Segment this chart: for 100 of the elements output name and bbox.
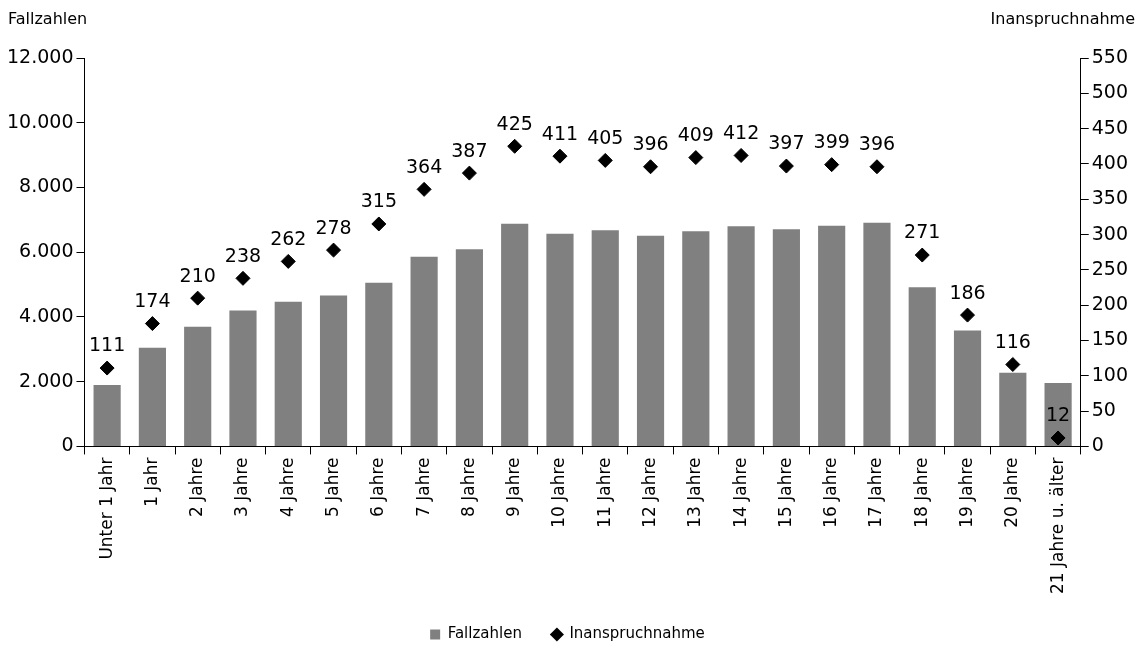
x-tick-label: 7 Jahre [412, 457, 433, 517]
point [778, 158, 794, 174]
data-label: 412 [722, 120, 760, 143]
data-label: 396 [632, 132, 669, 155]
y2-tick-label: 100 [1091, 362, 1128, 385]
x-tick-label: 14 Jahre [729, 457, 750, 528]
data-label: 387 [451, 138, 488, 161]
data-label: 405 [587, 125, 624, 148]
x-tick-label: 13 Jahre [684, 457, 705, 528]
point [914, 247, 930, 263]
point [371, 216, 387, 232]
bar [93, 384, 121, 446]
data-label: 397 [768, 131, 805, 154]
bar [274, 301, 302, 446]
point [507, 138, 523, 154]
y2-tick-label: 500 [1091, 80, 1128, 103]
data-label: 262 [270, 226, 307, 249]
y-tick-label: 6.000 [19, 239, 74, 262]
x-tick-label: 16 Jahre [820, 457, 841, 528]
point [99, 360, 115, 376]
point [326, 242, 342, 258]
bar [908, 287, 936, 446]
legend-label: Fallzahlen [447, 624, 522, 643]
bar [999, 372, 1027, 446]
x-tick-label: 10 Jahre [548, 457, 569, 528]
x-tick-label: 5 Jahre [321, 457, 342, 517]
bar [138, 347, 166, 446]
data-label: 186 [949, 280, 986, 303]
bar [727, 226, 755, 446]
x-tick-label: Unter 1 Jahr [95, 457, 116, 560]
y2-tick-label: 400 [1091, 150, 1128, 173]
point [416, 181, 432, 197]
y2-axis-title: Inanspruchnahme [990, 9, 1135, 29]
bar [365, 282, 393, 446]
bar [501, 223, 529, 446]
point [1005, 357, 1021, 373]
point [280, 253, 296, 269]
y-tick-label: 8.000 [19, 174, 74, 197]
point [552, 148, 568, 164]
data-label: 238 [224, 243, 262, 266]
x-tick-label: 8 Jahre [457, 457, 478, 517]
bar [546, 233, 574, 446]
x-tick-label: 6 Jahre [367, 457, 388, 517]
bar [591, 230, 619, 446]
x-tick-label: 3 Jahre [231, 457, 252, 517]
point [1050, 430, 1066, 446]
bar [410, 256, 438, 446]
x-tick-label: 21 Jahre u. älter [1046, 457, 1067, 595]
point [688, 150, 704, 166]
x-tick-label: 2 Jahre [186, 457, 207, 517]
x-tick-label: 19 Jahre [955, 457, 976, 528]
data-label: 174 [134, 288, 171, 311]
data-label: 315 [360, 189, 397, 212]
x-tick-label: 20 Jahre [1001, 457, 1022, 528]
y-tick-label: 0 [61, 433, 74, 456]
y-tick-label: 12.000 [7, 44, 74, 67]
y2-tick-label: 250 [1091, 256, 1128, 279]
x-tick-label: 9 Jahre [503, 457, 524, 517]
point [235, 270, 251, 286]
data-label: 364 [405, 154, 443, 177]
y-tick-label: 2.000 [19, 368, 74, 391]
y2-tick-label: 550 [1091, 44, 1128, 67]
y2-tick-label: 50 [1091, 398, 1116, 421]
data-label: 210 [179, 263, 216, 286]
data-label: 425 [496, 111, 533, 134]
data-label: 396 [858, 132, 896, 155]
bar [818, 225, 846, 446]
legend-label: Inanspruchnahme [569, 624, 705, 643]
y-tick-label: 10.000 [7, 109, 74, 132]
point [733, 147, 749, 163]
point [190, 290, 206, 306]
bar [319, 295, 348, 446]
point [597, 152, 613, 168]
bar [229, 310, 257, 446]
data-label: 271 [904, 220, 941, 243]
y-axis-title: Fallzahlen [8, 9, 88, 29]
data-label: 278 [315, 215, 352, 238]
bar [455, 249, 483, 446]
y2-tick-label: 450 [1091, 115, 1128, 138]
x-tick-label: 18 Jahre [910, 457, 931, 528]
y2-tick-label: 200 [1091, 292, 1128, 315]
data-label: 12 [1046, 403, 1071, 426]
data-label: 409 [677, 123, 714, 146]
point [869, 159, 885, 175]
data-label: 399 [813, 130, 850, 153]
y2-tick-label: 300 [1091, 221, 1128, 244]
x-tick-label: 4 Jahre [276, 457, 297, 517]
bar [772, 229, 800, 446]
y-tick-label: 4.000 [19, 303, 74, 326]
bar [953, 330, 982, 446]
bar [184, 326, 212, 446]
x-tick-label: 12 Jahre [638, 457, 659, 528]
x-tick-label: 11 Jahre [593, 457, 614, 528]
point [824, 157, 840, 173]
x-tick-label: 15 Jahre [774, 457, 795, 528]
y2-tick-label: 150 [1091, 327, 1128, 350]
bar [682, 231, 710, 446]
point [461, 165, 477, 181]
y2-tick-label: 0 [1091, 433, 1104, 456]
y2-tick-label: 350 [1091, 186, 1128, 209]
